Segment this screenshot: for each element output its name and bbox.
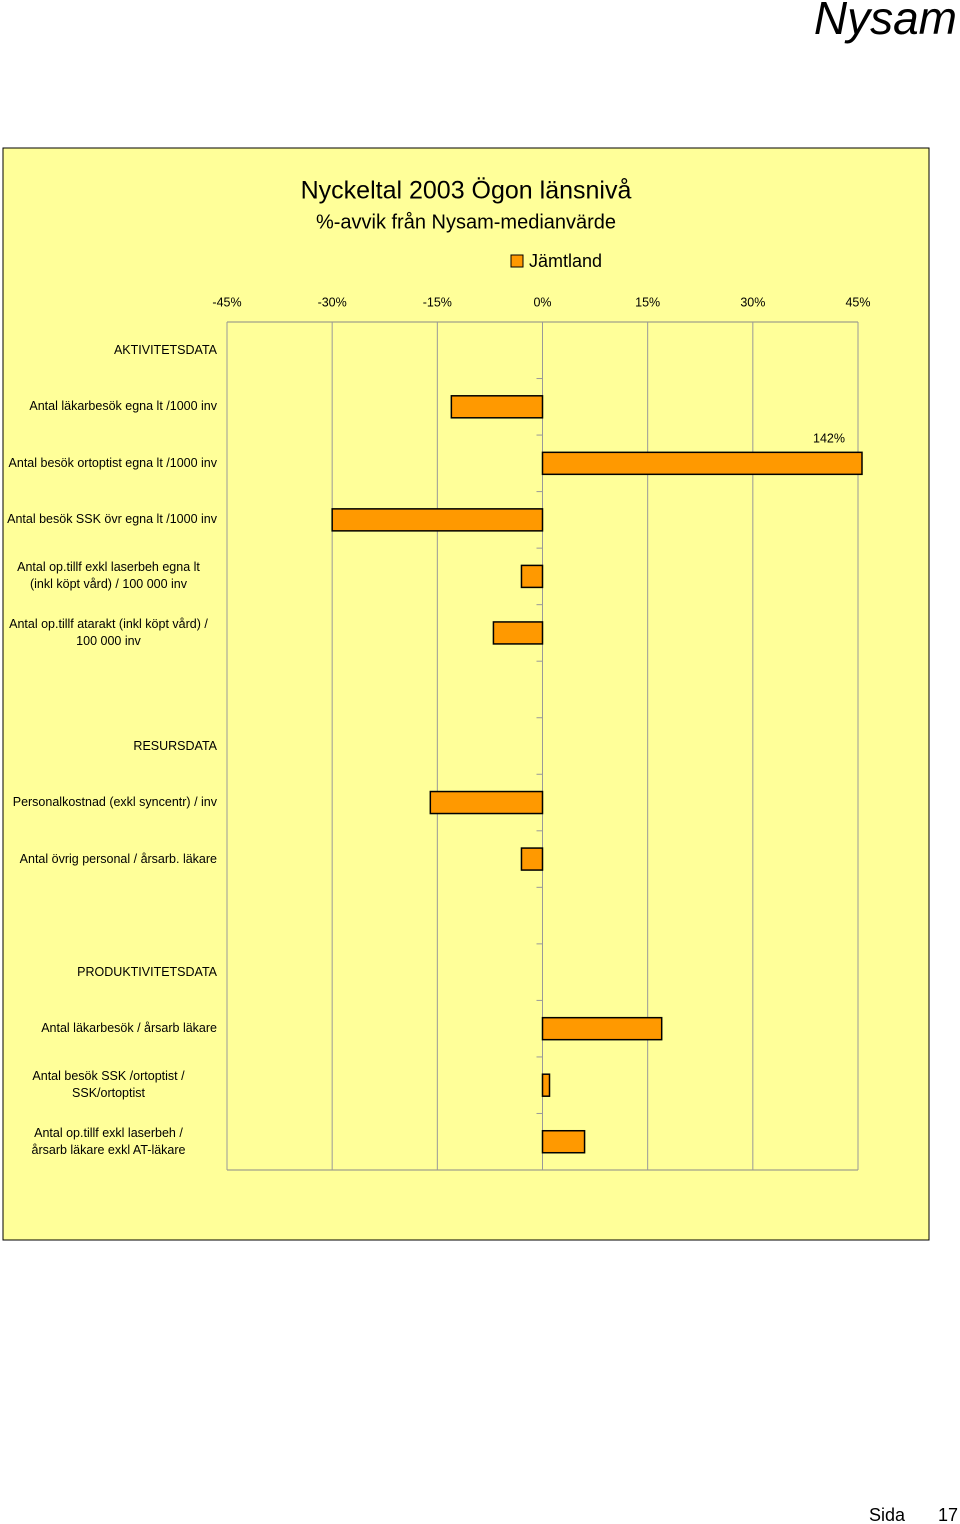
y-tick-label: PRODUKTIVITETSDATA (77, 964, 217, 979)
bar (492, 621, 544, 645)
bar (520, 847, 544, 871)
y-tick-label: Antal besök SSK övr egna lt /1000 inv (7, 512, 217, 527)
bar (429, 790, 544, 815)
y-tick-label: Personalkostnad (exkl syncentr) / inv (12, 795, 217, 810)
bar (541, 451, 863, 476)
bar (520, 564, 544, 589)
chart-area (2, 147, 930, 1241)
y-tick-label: Antal op.tillf exkl laserbeh egna lt (in… (17, 560, 200, 592)
legend-label: Jämtland (529, 251, 602, 271)
x-tick-label: 45% (845, 295, 870, 309)
y-tick-label: Antal op.tillf atarakt (inkl köpt vård) … (9, 616, 208, 648)
x-tick-label: -15% (423, 295, 452, 309)
chart-subtitle: %-avvik från Nysam-medianvärde (316, 211, 616, 233)
chart-title: Nyckeltal 2003 Ögon länsnivå (301, 177, 632, 205)
x-tick-label: 30% (740, 295, 765, 309)
y-tick-label: Antal besök ortoptist egna lt /1000 inv (8, 455, 217, 470)
bar (541, 1016, 663, 1041)
bar (331, 508, 544, 532)
footer-page: 17 (938, 1505, 958, 1524)
bar (450, 395, 544, 419)
x-tick-label: 0% (533, 295, 551, 309)
y-tick-label: RESURSDATA (133, 738, 217, 753)
header-title: Nysam (814, 0, 957, 44)
footer-label: Sida (869, 1505, 906, 1524)
y-tick-label: Antal övrig personal / årsarb. läkare (19, 851, 217, 866)
legend-swatch (510, 254, 524, 268)
x-tick-label: 15% (635, 295, 660, 309)
y-tick-label: AKTIVITETSDATA (113, 342, 217, 357)
y-tick-label: Antal läkarbesök / årsarb läkare (41, 1021, 217, 1036)
x-tick-label: -30% (318, 295, 347, 309)
bar (541, 1129, 586, 1154)
value-label: 142% (813, 432, 845, 446)
x-tick-label: -45% (212, 295, 241, 309)
y-tick-label: Antal op.tillf exkl laserbeh / årsarb lä… (31, 1125, 186, 1157)
y-tick-label: Antal besök SSK /ortoptist / SSK/ortopti… (32, 1069, 185, 1101)
bar (541, 1073, 551, 1097)
y-tick-label: Antal läkarbesök egna lt /1000 inv (29, 399, 217, 414)
